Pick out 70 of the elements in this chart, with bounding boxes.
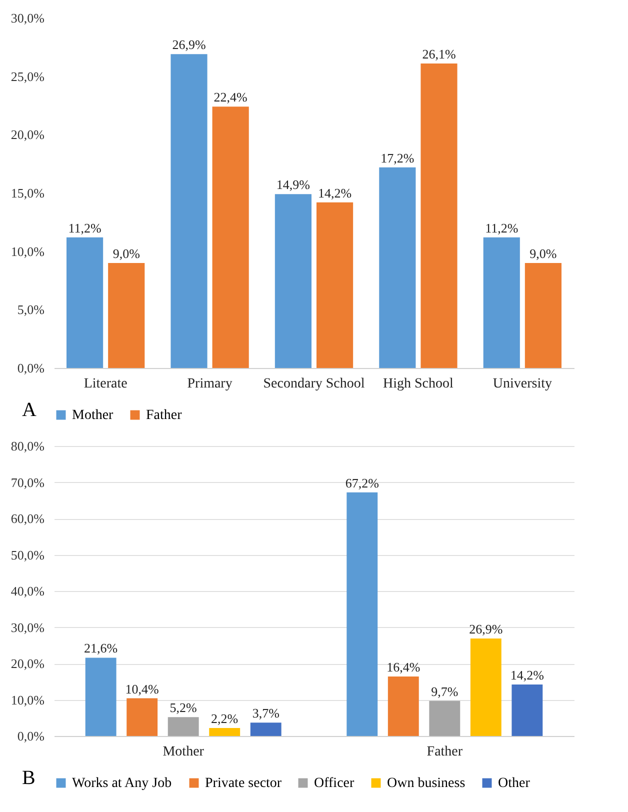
y-tick-label: 60,0%: [10, 511, 45, 526]
data-label: 67,2%: [345, 475, 380, 490]
x-tick-label: Literate: [84, 376, 128, 392]
bar: [209, 728, 240, 736]
bar: [346, 492, 378, 736]
legend-label: Own business: [387, 776, 466, 791]
bar: [85, 658, 116, 736]
legend-label: Officer: [314, 776, 354, 791]
y-tick-label: 25,0%: [10, 68, 45, 84]
bar: [66, 237, 104, 368]
bar: [470, 638, 502, 736]
data-label: 16,4%: [386, 660, 420, 675]
data-label: 17,2%: [380, 150, 414, 166]
legend-label: Other: [498, 776, 530, 791]
data-label: 14,2%: [318, 185, 352, 200]
bar: [316, 202, 354, 368]
text: B: [22, 767, 36, 790]
bar: [108, 263, 145, 368]
bar: [212, 106, 249, 368]
bar: [524, 263, 562, 368]
y-tick-label: 10,0%: [10, 244, 45, 259]
data-label: 9,0%: [112, 246, 140, 261]
text: A: [22, 399, 36, 422]
x-tick-label: Primary: [187, 376, 232, 392]
y-tick-label: 0,0%: [17, 360, 45, 376]
y-tick-label: 30,0%: [10, 10, 45, 26]
legend-label: Father: [146, 408, 182, 423]
data-label: 3,7%: [252, 706, 280, 721]
bar: [483, 237, 520, 368]
y-tick-label: 30,0%: [10, 620, 45, 635]
y-tick-label: 50,0%: [10, 547, 45, 562]
y-tick-label: 20,0%: [10, 656, 45, 671]
bar: [170, 54, 208, 368]
bar: [420, 64, 458, 368]
bar: [250, 722, 282, 736]
data-label: 14,2%: [510, 668, 544, 683]
data-label: 26,1%: [422, 46, 456, 62]
legend-label: Works at Any Job: [72, 776, 172, 791]
y-tick-label: 40,0%: [10, 584, 45, 598]
bar: [274, 194, 312, 368]
x-tick-label: University: [492, 376, 552, 392]
y-tick-label: 0,0%: [17, 728, 45, 744]
y-tick-label: 10,0%: [10, 692, 45, 708]
bar: [379, 167, 416, 368]
legend-label: Mother: [72, 408, 114, 423]
bar: [429, 700, 460, 736]
bar: [126, 698, 158, 736]
data-label: 9,0%: [530, 246, 557, 261]
data-label: 14,9%: [276, 177, 310, 192]
y-tick-label: 70,0%: [10, 474, 45, 490]
y-tick-label: 80,0%: [10, 438, 45, 454]
bar: [168, 717, 199, 736]
data-label: 21,6%: [84, 640, 118, 656]
data-label: 26,9%: [469, 621, 503, 636]
data-label: 11,2%: [485, 220, 518, 236]
data-label: 11,2%: [68, 220, 102, 236]
data-label: 5,2%: [170, 700, 198, 716]
bar: [388, 676, 419, 736]
data-label: 22,4%: [214, 90, 248, 105]
data-label: 9,7%: [431, 684, 458, 699]
x-tick-label: Secondary School: [263, 376, 365, 392]
bar: [512, 684, 543, 736]
data-label: 2,2%: [211, 711, 238, 726]
y-tick-label: 5,0%: [17, 302, 45, 318]
x-tick-label: High School: [383, 376, 454, 392]
y-tick-label: 15,0%: [10, 186, 45, 200]
legend-label: Private sector: [205, 776, 282, 791]
data-label: 26,9%: [172, 37, 206, 52]
y-tick-label: 20,0%: [10, 127, 45, 142]
data-label: 10,4%: [125, 681, 160, 696]
